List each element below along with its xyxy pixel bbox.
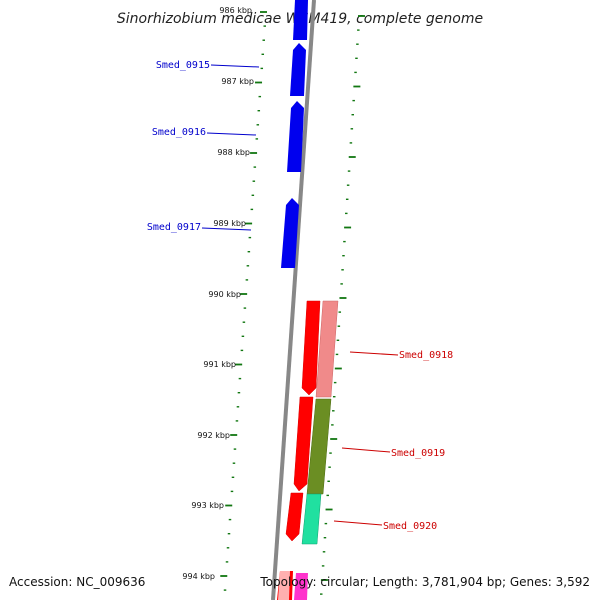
kbp-label-990: 990 kbp	[208, 290, 241, 299]
kbp-label-group: 986 kbp 987 kbp 988 kbp 989 kbp 990 kbp …	[182, 6, 254, 581]
accession-text: Accession: NC_009636	[9, 575, 145, 589]
leader-line-smed-0919	[341, 447, 391, 453]
gene-label-smed-0916[interactable]: Smed_0916	[152, 127, 206, 138]
gene-block-smed-0919[interactable]	[293, 396, 314, 492]
gene-block-smed-0920[interactable]	[285, 492, 304, 542]
gene-block-top[interactable]	[293, 0, 308, 40]
gene-label-smed-0918[interactable]: Smed_0918	[399, 350, 453, 361]
kbp-label-987: 987 kbp	[221, 77, 254, 86]
gene-label-smed-0919[interactable]: Smed_0919	[391, 448, 445, 459]
gene-label-smed-0920[interactable]: Smed_0920	[383, 521, 437, 532]
gene-labels: Smed_0915 Smed_0916 Smed_0917 Smed_0918 …	[147, 60, 453, 532]
kbp-label-989: 989 kbp	[213, 219, 246, 228]
leader-line-smed-0916	[206, 132, 257, 136]
gene-block-smed-0917[interactable]	[281, 198, 299, 268]
leader-line-smed-0918	[349, 351, 399, 356]
gene-label-smed-0917[interactable]: Smed_0917	[147, 222, 201, 233]
gene-block-smed-0916[interactable]	[287, 101, 304, 172]
kbp-label-988: 988 kbp	[217, 148, 250, 157]
cog-track	[278, 300, 339, 600]
topology-text: Topology: circular; Length: 3,781,904 bp…	[259, 575, 590, 589]
left-tick-track	[220, 11, 267, 591]
cog-block-smed-0918	[315, 300, 339, 398]
gene-label-smed-0915[interactable]: Smed_0915	[156, 60, 210, 71]
forward-gene-track	[281, 0, 308, 268]
kbp-label-993: 993 kbp	[191, 501, 224, 510]
right-tick-track	[319, 15, 365, 595]
gene-block-smed-0915[interactable]	[290, 43, 306, 96]
cog-block-bottom-pink	[278, 571, 290, 600]
kbp-label-991: 991 kbp	[203, 360, 236, 369]
leader-line-smed-0920	[333, 520, 383, 526]
cog-block-bottom-magenta	[294, 573, 308, 600]
cog-block-smed-0919	[306, 398, 332, 495]
leader-line-smed-0917	[201, 227, 252, 231]
cog-block-smed-0920	[301, 493, 322, 545]
kbp-label-992: 992 kbp	[197, 431, 230, 440]
gene-block-smed-0918[interactable]	[301, 300, 321, 396]
kbp-label-986: 986 kbp	[219, 6, 252, 15]
leader-line-smed-0915	[210, 64, 260, 68]
genome-backbone	[271, 0, 316, 600]
kbp-label-994: 994 kbp	[182, 572, 215, 581]
